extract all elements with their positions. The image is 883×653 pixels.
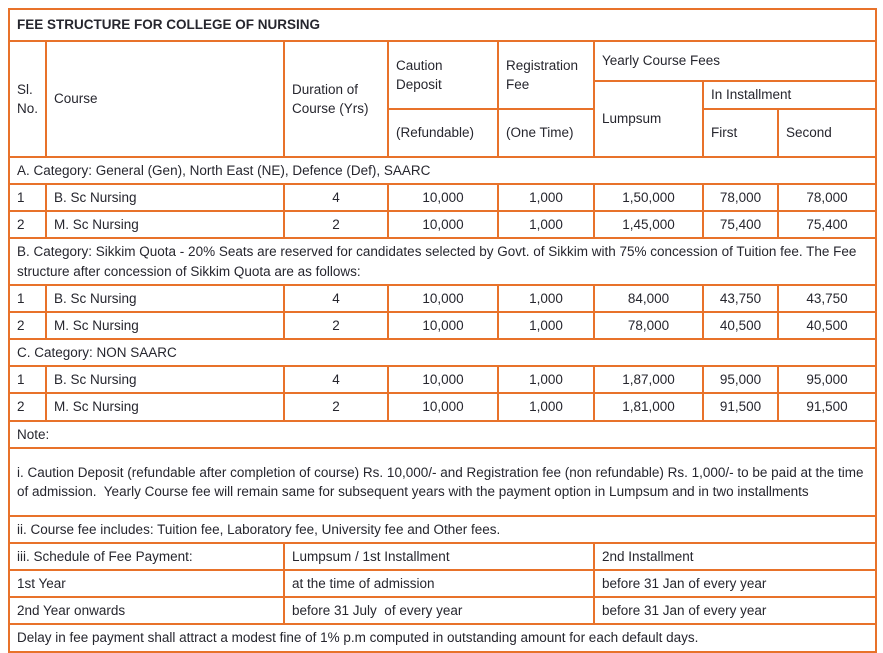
schedule-row: 1st Year at the time of admission before… bbox=[8, 569, 878, 599]
cell-first-installment: 91,500 bbox=[702, 392, 779, 422]
schedule-year: 1st Year bbox=[8, 569, 285, 599]
table-row: 1 B. Sc Nursing 4 10,000 1,000 84,000 43… bbox=[8, 283, 878, 313]
table-row: 2 M. Sc Nursing 2 10,000 1,000 78,000 40… bbox=[8, 310, 878, 341]
col-header-in-installment: In Installment bbox=[701, 80, 878, 110]
cell-sl-no: 2 bbox=[8, 392, 47, 422]
col-header-course: Course bbox=[45, 40, 285, 158]
cell-registration-fee: 1,000 bbox=[497, 310, 595, 341]
cell-first-installment: 75,400 bbox=[702, 210, 779, 240]
cell-caution-deposit: 10,000 bbox=[387, 365, 499, 395]
schedule-second-due: before 31 Jan of every year bbox=[592, 596, 878, 626]
table-title: FEE STRUCTURE FOR COLLEGE OF NURSING bbox=[7, 8, 878, 42]
cell-sl-no: 2 bbox=[8, 210, 47, 240]
col-header-second-installment: Second bbox=[776, 108, 878, 158]
cell-first-installment: 95,000 bbox=[702, 365, 779, 395]
schedule-year: 2nd Year onwards bbox=[8, 596, 285, 626]
schedule-header-row: iii. Schedule of Fee Payment: Lumpsum / … bbox=[8, 541, 878, 572]
cell-sl-no: 1 bbox=[8, 365, 47, 395]
col-header-registration-fee: Registration Fee bbox=[497, 40, 595, 110]
cell-caution-deposit: 10,000 bbox=[387, 310, 499, 341]
cell-lumpsum: 1,45,000 bbox=[593, 210, 704, 240]
delay-fine-note: Delay in fee payment shall attract a mod… bbox=[7, 623, 878, 653]
note-i: i. Caution Deposit (refundable after com… bbox=[7, 446, 878, 517]
cell-second-installment: 43,750 bbox=[776, 283, 878, 313]
category-c-header: C. Category: NON SAARC bbox=[7, 338, 878, 368]
col-header-lumpsum: Lumpsum bbox=[593, 80, 704, 158]
cell-lumpsum: 1,87,000 bbox=[593, 365, 704, 395]
cell-duration: 2 bbox=[283, 210, 389, 240]
col-header-first-installment: First bbox=[702, 108, 779, 158]
cell-caution-deposit: 10,000 bbox=[387, 183, 499, 213]
schedule-second-due: before 31 Jan of every year bbox=[592, 569, 878, 599]
cell-duration: 4 bbox=[283, 365, 389, 395]
cell-lumpsum: 1,50,000 bbox=[593, 183, 704, 213]
cell-lumpsum: 78,000 bbox=[593, 310, 704, 341]
schedule-first-due: before 31 July of every year bbox=[283, 596, 595, 626]
col-header-caution-deposit: Caution Deposit bbox=[387, 40, 499, 110]
category-a-header: A. Category: General (Gen), North East (… bbox=[7, 155, 878, 186]
cell-second-installment: 95,000 bbox=[776, 365, 878, 395]
cell-lumpsum: 1,81,000 bbox=[593, 392, 704, 422]
cell-duration: 2 bbox=[283, 392, 389, 422]
fee-structure-table: FEE STRUCTURE FOR COLLEGE OF NURSING Sl.… bbox=[7, 8, 878, 653]
schedule-header-second: 2nd Installment bbox=[592, 541, 878, 572]
cell-course: B. Sc Nursing bbox=[45, 183, 285, 213]
cell-registration-fee: 1,000 bbox=[497, 365, 595, 395]
table-row: 2 M. Sc Nursing 2 10,000 1,000 1,45,000 … bbox=[8, 210, 878, 240]
cell-second-installment: 78,000 bbox=[776, 183, 878, 213]
table-row: 1 B. Sc Nursing 4 10,000 1,000 1,50,000 … bbox=[8, 183, 878, 213]
cell-caution-deposit: 10,000 bbox=[387, 210, 499, 240]
cell-first-installment: 43,750 bbox=[702, 283, 779, 313]
cell-course: M. Sc Nursing bbox=[45, 210, 285, 240]
cell-sl-no: 1 bbox=[8, 283, 47, 313]
col-header-duration: Duration of Course (Yrs) bbox=[283, 40, 389, 158]
cell-sl-no: 2 bbox=[8, 310, 47, 341]
cell-course: M. Sc Nursing bbox=[45, 310, 285, 341]
cell-lumpsum: 84,000 bbox=[593, 283, 704, 313]
schedule-first-due: at the time of admission bbox=[283, 569, 595, 599]
cell-caution-deposit: 10,000 bbox=[387, 283, 499, 313]
cell-first-installment: 78,000 bbox=[702, 183, 779, 213]
cell-second-installment: 40,500 bbox=[776, 310, 878, 341]
col-header-sl-no: Sl. No. bbox=[8, 40, 47, 158]
note-label: Note: bbox=[7, 419, 878, 449]
cell-second-installment: 91,500 bbox=[776, 392, 878, 422]
cell-duration: 4 bbox=[283, 283, 389, 313]
cell-sl-no: 1 bbox=[8, 183, 47, 213]
col-header-yearly-course-fees: Yearly Course Fees bbox=[592, 40, 878, 82]
cell-registration-fee: 1,000 bbox=[497, 283, 595, 313]
cell-duration: 2 bbox=[283, 310, 389, 341]
cell-registration-fee: 1,000 bbox=[497, 183, 595, 213]
cell-second-installment: 75,400 bbox=[776, 210, 878, 240]
cell-registration-fee: 1,000 bbox=[497, 392, 595, 422]
table-row: 2 M. Sc Nursing 2 10,000 1,000 1,81,000 … bbox=[8, 392, 878, 422]
category-b-header: B. Category: Sikkim Quota - 20% Seats ar… bbox=[7, 237, 878, 286]
schedule-header-label: iii. Schedule of Fee Payment: bbox=[8, 541, 285, 572]
cell-registration-fee: 1,000 bbox=[497, 210, 595, 240]
schedule-row: 2nd Year onwards before 31 July of every… bbox=[8, 596, 878, 626]
schedule-header-lumpsum-first: Lumpsum / 1st Installment bbox=[283, 541, 595, 572]
cell-course: B. Sc Nursing bbox=[45, 365, 285, 395]
col-header-one-time: (One Time) bbox=[497, 108, 595, 158]
cell-course: B. Sc Nursing bbox=[45, 283, 285, 313]
table-row: 1 B. Sc Nursing 4 10,000 1,000 1,87,000 … bbox=[8, 365, 878, 395]
cell-first-installment: 40,500 bbox=[702, 310, 779, 341]
note-ii: ii. Course fee includes: Tuition fee, La… bbox=[7, 514, 878, 544]
cell-caution-deposit: 10,000 bbox=[387, 392, 499, 422]
cell-duration: 4 bbox=[283, 183, 389, 213]
cell-course: M. Sc Nursing bbox=[45, 392, 285, 422]
col-header-refundable: (Refundable) bbox=[387, 108, 499, 158]
